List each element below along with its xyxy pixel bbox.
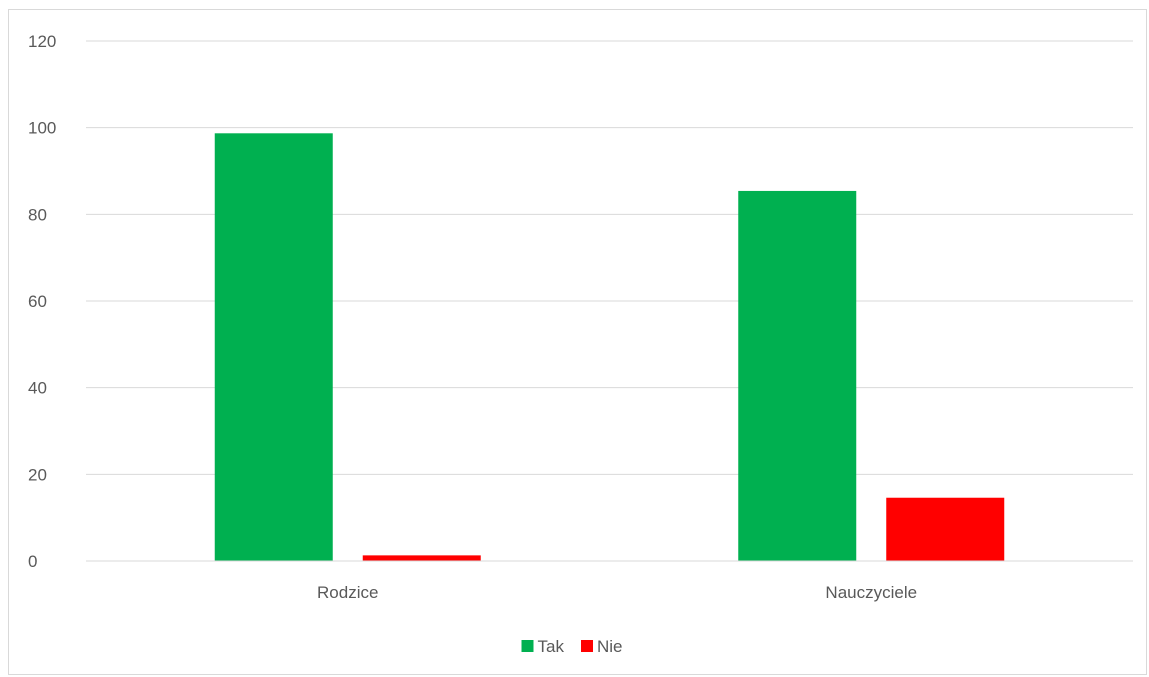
bar-nie-nauczyciele xyxy=(886,497,1005,561)
y-tick-label: 60 xyxy=(28,292,47,311)
y-tick-label: 120 xyxy=(28,32,56,51)
y-axis-tick-labels: 0 20 40 60 80 100 120 xyxy=(28,32,56,571)
bar-tak-rodzice xyxy=(214,133,333,562)
x-tick-label: Rodzice xyxy=(317,583,378,602)
legend-swatch-tak xyxy=(521,640,534,652)
x-tick-label: Nauczyciele xyxy=(825,583,917,602)
legend: Tak Nie xyxy=(521,637,623,656)
y-tick-label: 40 xyxy=(28,379,47,398)
bar-nie-rodzice xyxy=(362,555,481,561)
bars xyxy=(214,133,1005,562)
legend-label-nie: Nie xyxy=(597,637,623,656)
y-tick-label: 100 xyxy=(28,119,56,138)
bar-tak-nauczyciele xyxy=(738,190,857,561)
y-tick-label: 20 xyxy=(28,465,47,484)
chart-frame xyxy=(8,9,1147,675)
legend-label-tak: Tak xyxy=(538,637,565,656)
legend-swatch-nie xyxy=(581,640,593,652)
y-tick-label: 0 xyxy=(28,552,37,571)
x-axis-tick-labels: Rodzice Nauczyciele xyxy=(317,583,917,602)
y-tick-label: 80 xyxy=(28,205,47,224)
